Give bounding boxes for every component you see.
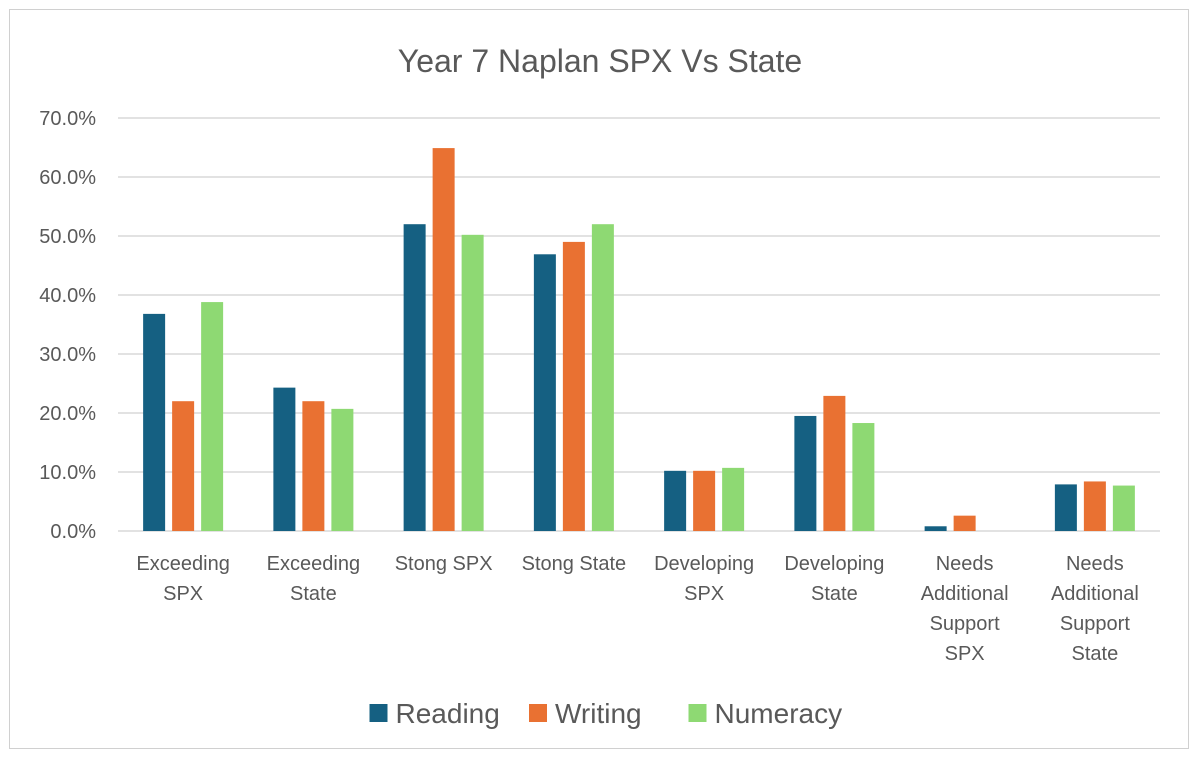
x-category-label: Needs Additional Support State bbox=[1051, 553, 1139, 665]
bar-writing bbox=[953, 515, 976, 531]
bar-numeracy bbox=[461, 234, 484, 531]
x-category-label: Exceeding SPX bbox=[136, 553, 229, 605]
bar-reading bbox=[273, 387, 296, 531]
bar-reading bbox=[924, 526, 947, 531]
x-axis-categories: Exceeding SPX Exceeding State Stong SPX Stong… bbox=[136, 553, 1138, 665]
bar-numeracy bbox=[1112, 485, 1135, 531]
x-category-label: Exceeding State bbox=[267, 553, 360, 605]
legend: Reading Writing Numeracy bbox=[369, 698, 843, 729]
bars bbox=[143, 148, 1135, 532]
x-category-label-line: State bbox=[1072, 643, 1119, 665]
bar-reading bbox=[143, 313, 166, 531]
x-category-label-line: Needs bbox=[936, 553, 994, 575]
chart-title: Year 7 Naplan SPX Vs State bbox=[398, 43, 802, 79]
legend-item: Writing bbox=[529, 698, 642, 729]
x-category-label-line: Additional bbox=[921, 583, 1009, 605]
y-tick-label: 10.0% bbox=[39, 462, 96, 484]
x-category-label-line: SPX bbox=[945, 643, 985, 665]
legend-swatch bbox=[688, 704, 707, 722]
bar-writing bbox=[693, 470, 716, 531]
y-tick-label: 40.0% bbox=[39, 285, 96, 307]
bar-reading bbox=[794, 415, 817, 531]
legend-label: Reading bbox=[396, 698, 500, 729]
x-category-label-line: SPX bbox=[684, 583, 724, 605]
legend-item: Reading bbox=[369, 698, 500, 729]
legend-label: Writing bbox=[555, 698, 642, 729]
x-category-label: Stong State bbox=[522, 553, 627, 575]
x-category-label-line: State bbox=[811, 583, 858, 605]
x-category-label-line: Developing bbox=[784, 553, 884, 575]
x-category-label: Needs Additional Support SPX bbox=[921, 553, 1009, 665]
bar-numeracy bbox=[722, 467, 745, 531]
bar-writing bbox=[562, 241, 585, 531]
y-tick-label: 50.0% bbox=[39, 226, 96, 248]
bar-writing bbox=[172, 401, 195, 531]
y-tick-label: 70.0% bbox=[39, 108, 96, 130]
bar-reading bbox=[664, 470, 687, 531]
y-tick-label: 60.0% bbox=[39, 167, 96, 189]
bar-reading bbox=[533, 254, 556, 532]
bar-writing bbox=[302, 401, 325, 531]
bar-reading bbox=[1054, 484, 1077, 531]
x-category-label-line: Additional bbox=[1051, 583, 1139, 605]
legend-swatch bbox=[369, 704, 388, 722]
bar-writing bbox=[432, 148, 455, 531]
bar-numeracy bbox=[591, 224, 614, 531]
x-category-label-line: Support bbox=[930, 613, 1000, 635]
bar-writing bbox=[823, 395, 846, 531]
x-category-label-line: Stong State bbox=[522, 553, 627, 575]
y-tick-label: 30.0% bbox=[39, 344, 96, 366]
bar-numeracy bbox=[852, 423, 875, 531]
y-tick-label: 20.0% bbox=[39, 403, 96, 425]
bar-reading bbox=[403, 224, 426, 531]
x-category-label: Developing SPX bbox=[654, 553, 754, 605]
legend-label: Numeracy bbox=[715, 698, 843, 729]
bar-writing bbox=[1083, 481, 1106, 531]
x-category-label-line: Developing bbox=[654, 553, 754, 575]
bar-numeracy bbox=[331, 408, 354, 531]
x-category-label-line: State bbox=[290, 583, 337, 605]
x-category-label-line: Support bbox=[1060, 613, 1130, 635]
x-category-label-line: Exceeding bbox=[136, 553, 229, 575]
x-category-label-line: SPX bbox=[163, 583, 203, 605]
x-category-label-line: Needs bbox=[1066, 553, 1124, 575]
legend-swatch bbox=[529, 704, 547, 722]
legend-item: Numeracy bbox=[688, 698, 843, 729]
x-category-label-line: Exceeding bbox=[267, 553, 360, 575]
x-category-label-line: Stong SPX bbox=[395, 553, 493, 575]
bar-numeracy bbox=[201, 302, 224, 531]
y-tick-label: 0.0% bbox=[50, 521, 96, 543]
y-axis-ticks: 0.0% 10.0% 20.0% 30.0% 40.0% 50.0% 60.0% 70.0% bbox=[39, 108, 96, 543]
x-category-label: Developing State bbox=[784, 553, 884, 605]
x-category-label: Stong SPX bbox=[395, 553, 493, 575]
